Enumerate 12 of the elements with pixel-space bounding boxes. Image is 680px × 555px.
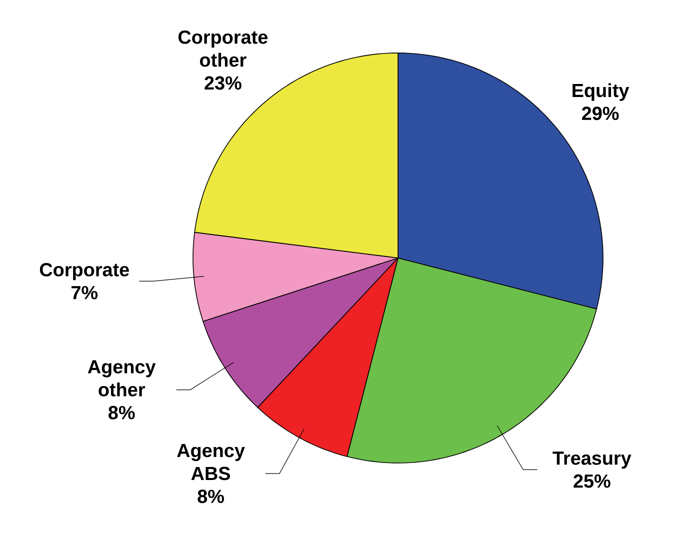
data-label: 8% bbox=[108, 406, 135, 420]
slice-label: Corporate other bbox=[178, 30, 268, 67]
slice-label: Treasury bbox=[552, 452, 632, 469]
slice-label: Equity bbox=[572, 83, 630, 101]
data-label: 7% bbox=[72, 286, 98, 300]
slice-label: Corporate bbox=[40, 262, 129, 280]
data-label: 25% bbox=[574, 474, 610, 488]
data-label: 23% bbox=[204, 76, 242, 90]
data-label: 29% bbox=[582, 106, 619, 120]
data-label: 8% bbox=[198, 490, 224, 504]
slice-label: Agency ABS bbox=[177, 444, 245, 480]
slice-label: Agency other bbox=[88, 360, 156, 396]
